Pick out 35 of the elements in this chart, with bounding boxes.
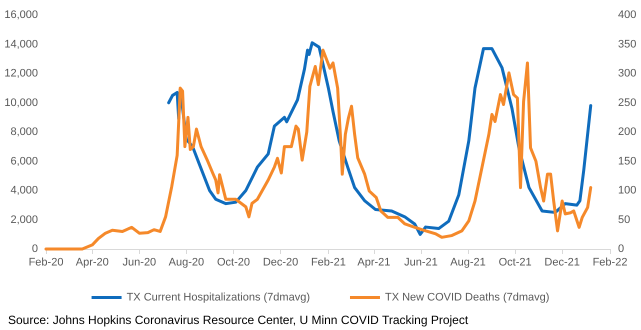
x-tick-label: Feb-21 xyxy=(310,256,346,268)
legend-label: TX Current Hospitalizations (7dmavg) xyxy=(126,292,310,304)
x-tick-label: Jun-20 xyxy=(122,256,156,268)
y2-tick-label: 150 xyxy=(618,155,636,168)
y-tick-label: 0 xyxy=(32,243,38,255)
y-tick-label: 16,000 xyxy=(4,9,38,21)
y2-tick-label: 400 xyxy=(618,9,636,21)
source-note: Source: Johns Hopkins Coronavirus Resource Center, U Minn COVID Tracking Project xyxy=(8,313,469,327)
y2-tick-label: 300 xyxy=(618,68,636,80)
y-tick-label: 4,000 xyxy=(10,184,38,196)
x-tick-label: Dec-20 xyxy=(262,256,298,268)
y-tick-label: 6,000 xyxy=(10,155,38,168)
y-tick-label: 12,000 xyxy=(4,68,38,80)
y2-tick-label: 100 xyxy=(618,184,636,196)
y2-tick-label: 0 xyxy=(618,243,624,255)
y2-tick-label: 250 xyxy=(618,96,636,109)
y-tick-label: 10,000 xyxy=(4,96,38,109)
x-tick-label: Aug-20 xyxy=(168,256,204,268)
x-tick-label: Apr-21 xyxy=(357,256,390,268)
y2-tick-label: 50 xyxy=(618,214,630,226)
y2-tick-label: 350 xyxy=(618,38,636,50)
legend-label: TX New COVID Deaths (7dmavg) xyxy=(384,292,550,304)
y-tick-label: 8,000 xyxy=(10,126,38,138)
x-tick-label: Oct-21 xyxy=(498,256,532,268)
x-tick-label: Oct-20 xyxy=(216,256,250,268)
x-tick-label: Dec-21 xyxy=(544,256,580,268)
x-tick-label: Apr-20 xyxy=(76,256,109,268)
y2-tick-label: 200 xyxy=(618,126,636,138)
x-tick-label: Aug-21 xyxy=(450,256,486,268)
x-tick-label: Feb-20 xyxy=(28,256,64,268)
x-tick-label: Jun-21 xyxy=(404,256,438,268)
x-tick-label: Feb-22 xyxy=(592,256,628,268)
y-tick-label: 2,000 xyxy=(10,214,38,226)
y-tick-label: 14,000 xyxy=(4,38,38,50)
line-series xyxy=(44,48,592,250)
